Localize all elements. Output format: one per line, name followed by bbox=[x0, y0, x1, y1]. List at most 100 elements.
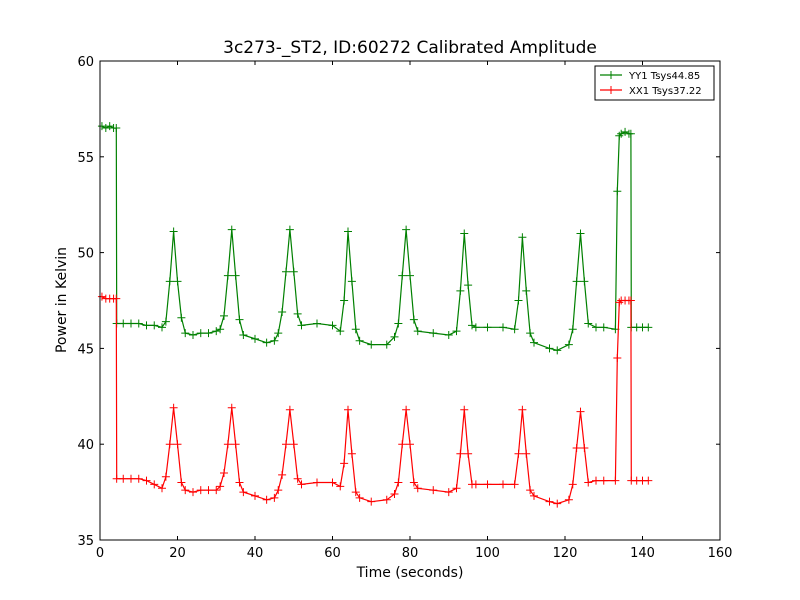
data-point-1-32 bbox=[274, 486, 283, 495]
data-point-1-76 bbox=[572, 444, 581, 453]
data-point-0-79 bbox=[584, 319, 593, 328]
legend: YY1 Tsys44.85 XX1 Tsys37.22 bbox=[594, 65, 715, 101]
data-point-1-29 bbox=[251, 491, 259, 500]
data-point-1-16 bbox=[177, 478, 186, 487]
data-point-0-47 bbox=[367, 340, 376, 349]
data-point-0-46 bbox=[355, 336, 364, 345]
data-point-0-13 bbox=[165, 277, 174, 286]
data-point-0-61 bbox=[464, 281, 473, 290]
plot-background bbox=[100, 61, 720, 540]
data-point-0-72 bbox=[545, 344, 554, 353]
data-point-1-14 bbox=[169, 403, 178, 412]
data-point-1-61 bbox=[464, 449, 473, 458]
data-point-1-64 bbox=[483, 480, 492, 489]
data-point-0-64 bbox=[483, 323, 492, 332]
data-point-0-86 bbox=[621, 127, 630, 136]
plot-area: 0 20 40 60 80 100 120 140 160 35 40 45 50 55 60 bbox=[77, 55, 732, 561]
data-point-1-0 bbox=[97, 292, 106, 301]
data-point-0-83 bbox=[613, 187, 622, 196]
data-point-0-67 bbox=[514, 296, 523, 305]
legend-entry-1: XX1 Tsys37.22 bbox=[629, 86, 702, 97]
data-point-0-6 bbox=[119, 319, 128, 328]
data-point-1-55 bbox=[413, 484, 422, 493]
data-point-1-65 bbox=[499, 480, 507, 489]
data-point-1-12 bbox=[161, 472, 170, 481]
series-1 bbox=[97, 292, 653, 508]
data-point-0-36 bbox=[289, 267, 298, 276]
data-point-1-48 bbox=[382, 495, 391, 504]
data-point-0-32 bbox=[274, 329, 283, 338]
data-point-0-52 bbox=[402, 225, 411, 234]
x-tick-label-5: 100 bbox=[475, 546, 500, 561]
data-point-1-45 bbox=[351, 488, 360, 497]
data-point-0-49 bbox=[390, 332, 399, 341]
data-point-1-31 bbox=[270, 493, 279, 502]
data-point-0-10 bbox=[150, 321, 159, 330]
data-point-0-0 bbox=[97, 122, 106, 131]
data-point-0-57 bbox=[444, 330, 453, 339]
data-point-1-25 bbox=[227, 403, 236, 412]
data-point-1-58 bbox=[452, 484, 461, 493]
data-point-1-24 bbox=[223, 440, 232, 449]
data-point-0-12 bbox=[161, 317, 170, 326]
data-point-0-34 bbox=[282, 267, 290, 276]
data-point-1-52 bbox=[402, 405, 411, 414]
data-point-1-68 bbox=[518, 405, 527, 414]
data-point-1-71 bbox=[530, 491, 538, 500]
data-point-1-82 bbox=[611, 476, 620, 485]
data-point-1-59 bbox=[456, 449, 465, 458]
data-point-0-18 bbox=[189, 330, 197, 339]
data-point-1-43 bbox=[344, 405, 352, 414]
data-point-0-37 bbox=[293, 309, 302, 318]
data-point-0-14 bbox=[169, 227, 178, 236]
y-axis-label: Power in Kelvin bbox=[54, 247, 70, 353]
x-tick-label-7: 140 bbox=[630, 546, 655, 561]
data-point-0-71 bbox=[530, 338, 538, 347]
data-point-0-75 bbox=[568, 325, 577, 334]
data-point-1-60 bbox=[460, 405, 469, 414]
data-point-0-74 bbox=[564, 340, 573, 349]
data-point-0-28 bbox=[239, 330, 248, 339]
data-point-0-24 bbox=[223, 271, 232, 280]
data-point-0-66 bbox=[510, 325, 519, 334]
data-point-1-92 bbox=[644, 476, 653, 485]
data-point-1-66 bbox=[510, 480, 519, 489]
ticks-layer: 0 20 40 60 80 100 120 140 160 35 40 45 50 55 60 bbox=[77, 55, 732, 561]
data-point-0-50 bbox=[394, 319, 403, 328]
data-point-1-72 bbox=[545, 497, 554, 506]
data-point-0-65 bbox=[499, 323, 507, 332]
data-point-1-13 bbox=[165, 440, 174, 449]
legend-entry-0: YY1 Tsys44.85 bbox=[628, 71, 700, 82]
x-tick-label-3: 60 bbox=[324, 546, 341, 561]
data-point-0-58 bbox=[452, 327, 461, 336]
data-point-0-35 bbox=[285, 225, 294, 234]
data-point-0-40 bbox=[328, 321, 337, 330]
data-point-0-76 bbox=[572, 277, 581, 286]
data-point-1-30 bbox=[262, 495, 271, 504]
data-point-1-22 bbox=[216, 482, 225, 491]
data-point-1-23 bbox=[220, 468, 228, 477]
series-layer bbox=[97, 122, 653, 508]
data-point-1-6 bbox=[119, 474, 128, 483]
data-point-1-4 bbox=[112, 294, 121, 303]
data-point-0-23 bbox=[220, 311, 228, 320]
data-point-0-42 bbox=[340, 296, 349, 305]
x-tick-label-1: 20 bbox=[169, 546, 186, 561]
data-point-0-22 bbox=[216, 325, 225, 334]
data-point-0-62 bbox=[468, 321, 476, 330]
y-tick-label-3: 50 bbox=[77, 247, 94, 262]
data-point-0-4 bbox=[112, 124, 121, 133]
data-point-0-29 bbox=[251, 334, 259, 343]
data-point-0-48 bbox=[382, 340, 391, 349]
data-point-0-78 bbox=[580, 277, 589, 286]
data-point-0-45 bbox=[351, 325, 360, 334]
data-point-1-47 bbox=[367, 497, 376, 506]
data-point-0-33 bbox=[278, 307, 287, 316]
data-point-1-20 bbox=[204, 486, 213, 495]
data-point-0-53 bbox=[406, 271, 414, 280]
data-point-0-38 bbox=[297, 321, 306, 330]
data-point-0-16 bbox=[177, 313, 186, 322]
data-point-1-79 bbox=[584, 478, 593, 487]
data-point-1-63 bbox=[471, 480, 480, 489]
data-point-0-56 bbox=[429, 329, 438, 338]
